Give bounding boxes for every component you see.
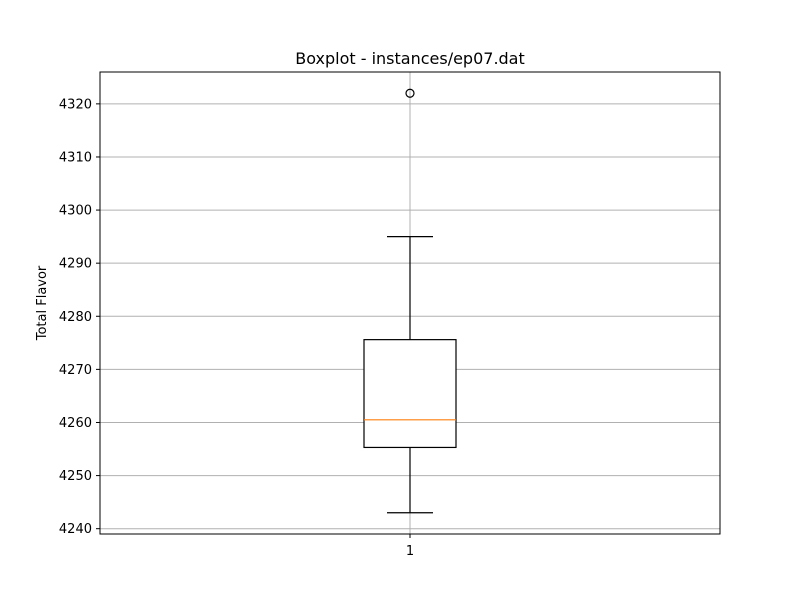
- tick-layer: 4240 4250 4260 4270 4280 4290 4300 4310 4320 1: [59, 97, 414, 559]
- y-tick-label: 4320: [59, 97, 92, 112]
- box-layer: [363, 88, 457, 514]
- y-axis-label: Total Flavor: [35, 265, 50, 341]
- y-tick-label: 4260: [59, 416, 92, 431]
- y-tick-label: 4300: [59, 204, 92, 219]
- x-tick-label: 1: [406, 544, 414, 559]
- y-tick-label: 4240: [59, 522, 92, 537]
- y-tick-label: 4310: [59, 150, 92, 165]
- chart-title: Boxplot - instances/ep07.dat: [295, 49, 525, 68]
- outlier-point: [405, 88, 415, 98]
- y-tick-label: 4290: [59, 257, 92, 272]
- box-iqr: [363, 339, 457, 449]
- y-tick-label: 4270: [59, 363, 92, 378]
- y-tick-label: 4280: [59, 310, 92, 325]
- y-tick-label: 4250: [59, 469, 92, 484]
